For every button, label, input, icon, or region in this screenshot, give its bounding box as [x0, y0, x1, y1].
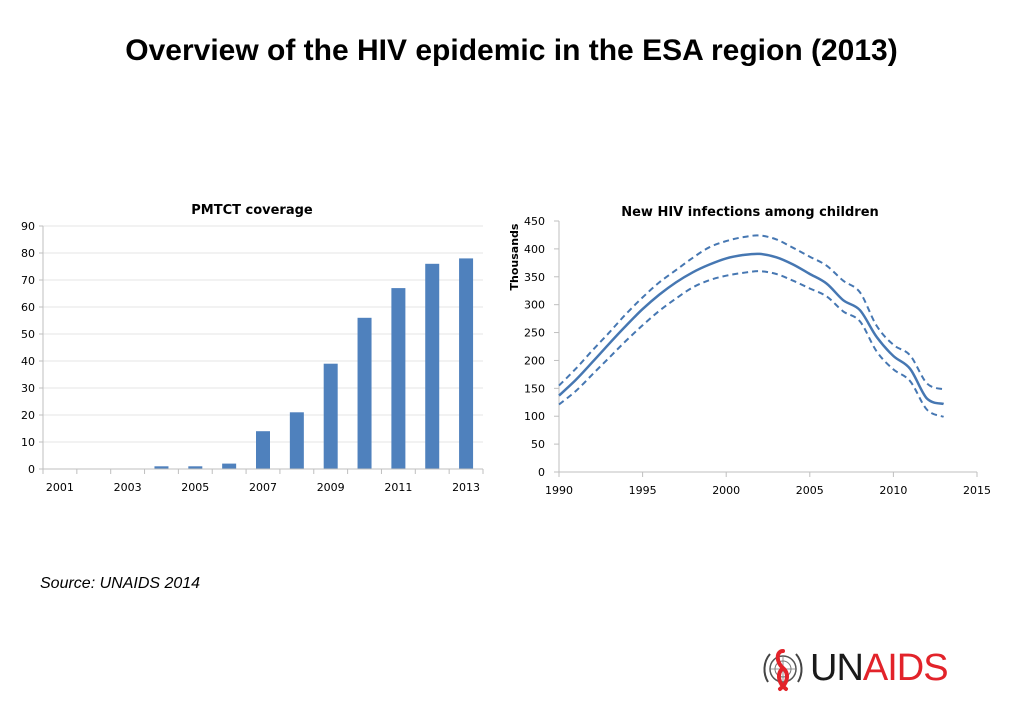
- bar: [323, 363, 338, 469]
- y-tick-label: 0: [28, 463, 35, 476]
- x-tick-label: 2005: [181, 481, 209, 494]
- estimate-line: [558, 252, 945, 406]
- y-tick-label: 40: [21, 355, 35, 368]
- y-tick-label: 70: [21, 274, 35, 287]
- bar: [154, 466, 169, 469]
- y-tick-label: 100: [524, 410, 545, 423]
- unaids-logo: UNAIDS: [760, 643, 970, 693]
- infections-chart-title: New HIV infections among children: [621, 205, 879, 220]
- y-tick-label: 450: [524, 215, 545, 228]
- x-tick-label: 2005: [796, 484, 824, 497]
- pmtct-coverage-chart: PMTCT coverage 0 10 20 30 40 50 60 70 80 90 2001 20…: [21, 203, 484, 494]
- x-tick-label: 2010: [879, 484, 907, 497]
- y-tick-label: 20: [21, 409, 35, 422]
- bar: [256, 431, 270, 469]
- y-tick-label: 80: [21, 247, 35, 260]
- un-emblem-icon: [763, 649, 803, 691]
- y-tick-label: 0: [538, 466, 545, 479]
- slide-title: Overview of the HIV epidemic in the ESA …: [125, 34, 898, 67]
- bar: [289, 412, 304, 469]
- y-tick-label: 90: [21, 220, 35, 233]
- bar: [188, 466, 203, 469]
- logo-text-aids: AIDS: [862, 647, 949, 689]
- bar: [459, 258, 474, 469]
- x-tick-label: 2015: [963, 484, 991, 497]
- y-tick-label: 150: [524, 382, 545, 395]
- y-tick-label: 300: [524, 299, 545, 312]
- bar: [391, 288, 406, 469]
- x-tick-label: 2001: [46, 481, 74, 494]
- y-tick-label: 400: [524, 243, 545, 256]
- y-tick-label: 10: [21, 436, 35, 449]
- y-tick-label: 60: [21, 301, 35, 314]
- y-tick-label: 350: [524, 271, 545, 284]
- x-tick-label: 2011: [384, 481, 412, 494]
- y-tick-label: 250: [524, 327, 545, 340]
- y-tick-label: 50: [21, 328, 35, 341]
- x-tick-label: 1990: [545, 484, 573, 497]
- source-note: Source: UNAIDS 2014: [40, 575, 201, 592]
- lower-bound-line: [558, 270, 944, 418]
- x-tick-label: 2013: [452, 481, 480, 494]
- new-hiv-infections-chart: New HIV infections among children Thousa…: [508, 205, 991, 497]
- bar: [222, 463, 237, 469]
- y-tick-label: 200: [524, 354, 545, 367]
- logo-text-un: UN: [810, 647, 864, 689]
- x-tick-label: 1995: [629, 484, 657, 497]
- y-tick-label: 30: [21, 382, 35, 395]
- x-tick-label: 2009: [317, 481, 345, 494]
- bar: [357, 317, 372, 469]
- bar: [425, 263, 440, 469]
- y-tick-label: 50: [531, 438, 545, 451]
- upper-bound-line: [558, 234, 944, 391]
- x-tick-label: 2007: [249, 481, 277, 494]
- x-tick-label: 2000: [712, 484, 740, 497]
- pmtct-chart-title: PMTCT coverage: [191, 203, 313, 218]
- x-tick-label: 2003: [114, 481, 142, 494]
- y-axis-label: Thousands: [508, 223, 521, 290]
